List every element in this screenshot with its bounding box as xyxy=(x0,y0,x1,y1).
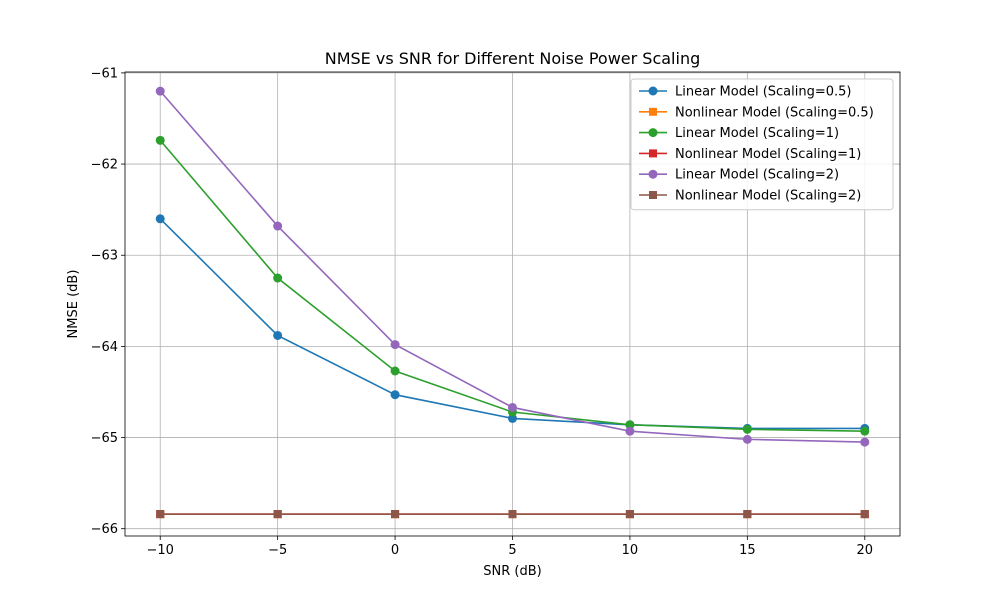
legend-item: Linear Model (Scaling=2) xyxy=(639,168,839,183)
legend-marker xyxy=(648,128,658,138)
data-point xyxy=(156,510,165,519)
y-tick-label: −61 xyxy=(91,66,118,81)
y-axis: −66 −65 −64 −63 −62 −61 xyxy=(91,66,125,537)
grid xyxy=(125,72,900,536)
legend-marker xyxy=(649,191,657,199)
series-5 xyxy=(155,86,870,447)
legend-label: Nonlinear Model (Scaling=0.5) xyxy=(675,105,874,120)
x-axis: −10 −5 0 5 10 15 20 xyxy=(147,536,873,558)
data-point xyxy=(273,510,282,519)
data-point xyxy=(273,330,283,340)
legend-box xyxy=(630,78,894,211)
series-6 xyxy=(156,510,869,519)
legend-label: Nonlinear Model (Scaling=1) xyxy=(675,147,861,162)
data-point xyxy=(390,390,400,400)
legend-marker xyxy=(648,169,658,179)
data-point xyxy=(508,510,517,519)
data-point xyxy=(860,426,870,436)
x-tick-label: 5 xyxy=(508,543,516,558)
legend-item: Nonlinear Model (Scaling=1) xyxy=(639,147,861,162)
x-tick-label: 0 xyxy=(391,543,399,558)
data-point xyxy=(743,510,752,519)
data-point xyxy=(860,437,870,447)
y-tick-label: −62 xyxy=(91,158,118,173)
data-point xyxy=(742,434,752,444)
data-point xyxy=(273,273,283,283)
x-tick-label: 15 xyxy=(739,543,756,558)
legend-item: Nonlinear Model (Scaling=0.5) xyxy=(639,105,874,120)
legend-label: Nonlinear Model (Scaling=2) xyxy=(675,189,861,204)
chart-title: NMSE vs SNR for Different Noise Power Sc… xyxy=(325,49,701,68)
y-tick-label: −65 xyxy=(91,431,118,446)
data-point xyxy=(390,340,400,350)
data-point xyxy=(508,413,517,423)
x-tick-label: −10 xyxy=(147,543,174,558)
y-axis-label: NMSE (dB) xyxy=(66,270,81,339)
data-point xyxy=(625,426,635,436)
legend-marker xyxy=(649,149,657,158)
data-point xyxy=(860,510,869,519)
data-point xyxy=(155,135,165,145)
data-point xyxy=(155,86,165,96)
x-axis-label: SNR (dB) xyxy=(483,564,541,579)
legend-label: Linear Model (Scaling=1) xyxy=(675,126,839,141)
data-point xyxy=(742,424,752,434)
data-point xyxy=(625,420,635,430)
data-point xyxy=(508,402,517,412)
series-layer xyxy=(155,86,870,519)
data-point xyxy=(155,214,165,224)
data-point xyxy=(391,510,400,519)
legend-item: Linear Model (Scaling=0.5) xyxy=(639,85,852,100)
legend: Linear Model (Scaling=0.5) Nonlinear Mode… xyxy=(630,78,894,211)
legend-label: Linear Model (Scaling=0.5) xyxy=(675,85,852,100)
legend-item: Nonlinear Model (Scaling=2) xyxy=(639,189,861,204)
x-tick-label: 10 xyxy=(622,543,639,558)
legend-item: Linear Model (Scaling=1) xyxy=(639,126,839,141)
legend-marker xyxy=(649,107,657,116)
data-point xyxy=(390,366,400,376)
y-tick-label: −63 xyxy=(91,249,118,264)
data-point xyxy=(625,510,634,519)
x-tick-label: −5 xyxy=(268,543,287,558)
y-tick-label: −64 xyxy=(91,340,118,355)
legend-label: Linear Model (Scaling=2) xyxy=(675,168,839,183)
legend-marker xyxy=(648,86,658,96)
data-point xyxy=(273,221,283,231)
x-tick-label: 20 xyxy=(856,543,873,558)
y-tick-label: −66 xyxy=(91,522,118,537)
